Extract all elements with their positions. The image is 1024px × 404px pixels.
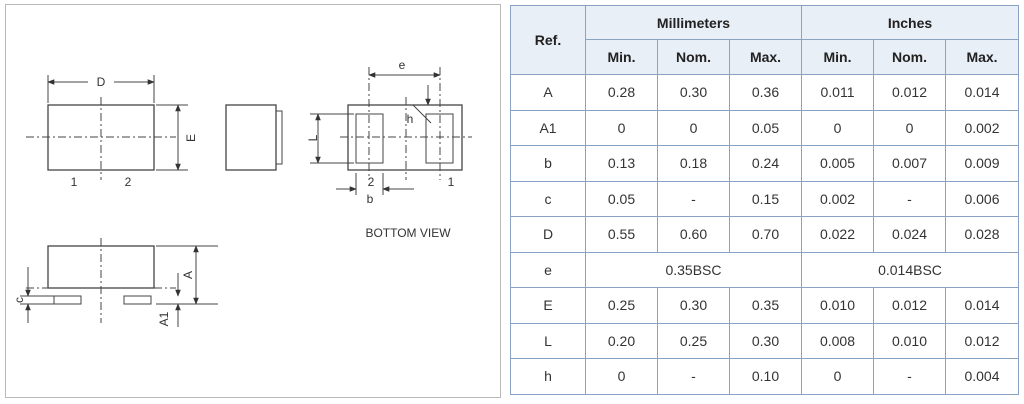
in-max-header: Max. xyxy=(945,39,1019,75)
label-pin2-top: 2 xyxy=(125,175,132,189)
value-cell: 0 xyxy=(801,109,874,146)
ref-cell: E xyxy=(510,287,586,324)
value-cell: 0.60 xyxy=(657,216,730,253)
label-A1: A1 xyxy=(157,311,171,326)
value-cell: 0.010 xyxy=(801,287,874,324)
value-cell: 0.30 xyxy=(657,287,730,324)
value-cell: 0.012 xyxy=(945,322,1019,359)
front-terminal-right xyxy=(123,295,152,305)
label-A: A xyxy=(181,271,195,279)
value-cell-bsc-mm: 0.35BSC xyxy=(585,251,802,288)
label-h: h xyxy=(407,112,414,126)
value-cell: 0.13 xyxy=(585,145,658,182)
bottom-view-caption: BOTTOM VIEW xyxy=(365,226,451,240)
value-cell: 0.28 xyxy=(585,74,658,111)
value-cell: 0.010 xyxy=(873,322,946,359)
label-E: E xyxy=(184,134,198,142)
package-drawing: D E 1 2 e L h 2 1 b BOTTOM VIEW A A1 c xyxy=(5,4,501,398)
label-e: e xyxy=(399,58,406,72)
table-row: A1 0 0 0.05 0 0 0.002 xyxy=(510,109,1019,146)
value-cell: 0 xyxy=(585,358,658,395)
ref-cell: D xyxy=(510,216,586,253)
table-row: D 0.55 0.60 0.70 0.022 0.024 0.028 xyxy=(510,216,1019,253)
value-cell: 0.35 xyxy=(729,287,802,324)
label-pin1-bottom: 1 xyxy=(448,175,455,189)
value-cell: - xyxy=(873,180,946,217)
ref-cell: c xyxy=(510,180,586,217)
table-row: E 0.25 0.30 0.35 0.010 0.012 0.014 xyxy=(510,287,1019,324)
value-cell: 0.30 xyxy=(657,74,730,111)
value-cell: 0.014 xyxy=(945,287,1019,324)
value-cell: 0.05 xyxy=(729,109,802,146)
value-cell: - xyxy=(657,358,730,395)
value-cell: 0.002 xyxy=(801,180,874,217)
label-c: c xyxy=(12,297,26,303)
value-cell: 0.70 xyxy=(729,216,802,253)
label-L: L xyxy=(306,134,320,141)
value-cell: 0.18 xyxy=(657,145,730,182)
value-cell: 0.012 xyxy=(873,74,946,111)
value-cell: 0.30 xyxy=(729,322,802,359)
value-cell: 0.002 xyxy=(945,109,1019,146)
table-row: c 0.05 - 0.15 0.002 - 0.006 xyxy=(510,180,1019,217)
label-pin2-bottom: 2 xyxy=(368,175,375,189)
value-cell: 0 xyxy=(657,109,730,146)
side-view-body xyxy=(225,104,277,171)
ref-cell: e xyxy=(510,251,586,288)
value-cell: 0 xyxy=(585,109,658,146)
value-cell: 0.15 xyxy=(729,180,802,217)
value-cell: 0.008 xyxy=(801,322,874,359)
value-cell: 0.24 xyxy=(729,145,802,182)
mm-max-header: Max. xyxy=(729,39,802,75)
value-cell: 0.012 xyxy=(873,287,946,324)
value-cell: - xyxy=(657,180,730,217)
in-nom-header: Nom. xyxy=(873,39,946,75)
label-b: b xyxy=(367,192,374,206)
ref-cell: A xyxy=(510,74,586,111)
value-cell: 0.011 xyxy=(801,74,874,111)
front-terminal-left xyxy=(53,295,82,305)
value-cell: - xyxy=(873,358,946,395)
ref-cell: b xyxy=(510,145,586,182)
in-min-header: Min. xyxy=(801,39,874,75)
mm-min-header: Min. xyxy=(585,39,658,75)
ref-cell: L xyxy=(510,322,586,359)
ref-cell: h xyxy=(510,358,586,395)
value-cell: 0.022 xyxy=(801,216,874,253)
value-cell: 0.36 xyxy=(729,74,802,111)
value-cell: 0.005 xyxy=(801,145,874,182)
table-row: L 0.20 0.25 0.30 0.008 0.010 0.012 xyxy=(510,322,1019,359)
dimension-table: Ref. Millimeters Inches Min. Nom. Max. M… xyxy=(510,5,1019,395)
value-cell: 0 xyxy=(801,358,874,395)
side-view-terminal xyxy=(275,110,283,165)
value-cell: 0.25 xyxy=(585,287,658,324)
value-cell: 0.004 xyxy=(945,358,1019,395)
value-cell: 0.10 xyxy=(729,358,802,395)
ref-cell: A1 xyxy=(510,109,586,146)
table-row: h 0 - 0.10 0 - 0.004 xyxy=(510,358,1019,395)
value-cell: 0 xyxy=(873,109,946,146)
millimeters-header: Millimeters xyxy=(585,5,802,40)
value-cell: 0.028 xyxy=(945,216,1019,253)
value-cell: 0.009 xyxy=(945,145,1019,182)
value-cell: 0.05 xyxy=(585,180,658,217)
mm-nom-header: Nom. xyxy=(657,39,730,75)
value-cell-bsc-in: 0.014BSC xyxy=(801,251,1019,288)
value-cell: 0.25 xyxy=(657,322,730,359)
package-outline-svg: D E 1 2 e L h 2 1 b BOTTOM VIEW A A1 c xyxy=(12,58,472,327)
value-cell: 0.014 xyxy=(945,74,1019,111)
value-cell: 0.55 xyxy=(585,216,658,253)
value-cell: 0.006 xyxy=(945,180,1019,217)
table-row: A 0.28 0.30 0.36 0.011 0.012 0.014 xyxy=(510,74,1019,111)
table-row: e 0.35BSC 0.014BSC xyxy=(510,251,1019,288)
value-cell: 0.20 xyxy=(585,322,658,359)
label-pin1-top: 1 xyxy=(71,175,78,189)
table-row: b 0.13 0.18 0.24 0.005 0.007 0.009 xyxy=(510,145,1019,182)
value-cell: 0.007 xyxy=(873,145,946,182)
ref-header: Ref. xyxy=(510,5,586,75)
label-D: D xyxy=(97,75,106,89)
inches-header: Inches xyxy=(801,5,1019,40)
value-cell: 0.024 xyxy=(873,216,946,253)
